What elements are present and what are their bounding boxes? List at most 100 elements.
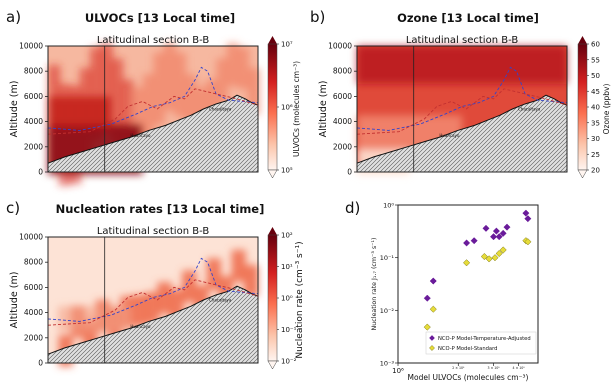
legend-label: NCO-P Model-Standard: [438, 346, 497, 352]
section-label: Latitudinal section B-B: [406, 35, 519, 46]
y-tick-label: 10⁻³: [380, 360, 395, 368]
y-axis-label: Nucleation rate J₁.₇ (cm⁻³ s⁻¹): [371, 238, 378, 331]
colorbar-tick-label: 45: [591, 88, 600, 96]
field-patch: [226, 43, 239, 87]
y-tick-label: 8000: [333, 67, 352, 76]
field-patch: [206, 258, 222, 290]
field-patch: [163, 42, 176, 111]
y-tick-label: 10000: [19, 42, 43, 51]
scatter-point: [495, 249, 503, 258]
colorbar-label: Nucleation rate (cm⁻³ s⁻¹): [295, 241, 305, 358]
terrain-label: Huancayo: [439, 133, 460, 138]
y-tick-label: 4000: [24, 308, 43, 317]
plot-frame: [47, 236, 259, 364]
scatter-point: [524, 238, 532, 246]
field-structure: [58, 249, 259, 367]
y-tick-label: 10000: [19, 233, 43, 242]
scatter-point: [524, 215, 532, 223]
series-0: [423, 209, 532, 302]
section-label: Latitudinal section B-B: [97, 226, 210, 237]
y-tick-label: 6000: [24, 92, 43, 101]
colorbar-tick-label: 10⁶: [281, 104, 293, 112]
colorbar-tick-label: 10⁷: [281, 41, 293, 49]
colorbar-label: ULVOCs (molecules cm⁻³): [292, 61, 301, 157]
panel-letter: d): [345, 199, 360, 217]
colorbar-tick-label: 30: [591, 135, 600, 143]
colorbar-bottom-arrow: [577, 169, 588, 179]
terrain: [47, 94, 259, 173]
plot-frame: [47, 45, 259, 173]
colorbar: [267, 234, 278, 362]
panel-letter: b): [310, 8, 325, 26]
field-patch: [153, 52, 166, 125]
y-tick-label: 2000: [24, 142, 43, 151]
plot-frame: [356, 45, 568, 173]
colorbar-tick-label: 10⁻¹: [281, 326, 297, 334]
y-tick-label: 10⁰: [383, 202, 394, 210]
terrain-label: Chacaltaya: [209, 298, 232, 303]
colorbar-tick-label: 35: [591, 119, 600, 127]
terrain: [356, 94, 568, 173]
red-trajectory: [47, 279, 259, 326]
field-patch: [132, 294, 147, 327]
scatter-point: [482, 224, 490, 232]
y-tick-label: 8000: [24, 258, 43, 267]
panel-title: Ozone [13 Local time]: [397, 11, 539, 25]
scatter-point: [499, 229, 507, 237]
field-patch: [58, 306, 132, 332]
scatter-point: [490, 233, 498, 241]
scatter-point: [463, 239, 471, 247]
colorbar-top-arrow: [578, 36, 587, 44]
scatter-point: [429, 305, 437, 313]
red-trajectory: [47, 88, 259, 135]
colorbar-tick-label: 25: [591, 151, 600, 159]
y-tick-label: 0: [38, 359, 43, 368]
x-tick-label: 2 × 10⁶: [452, 366, 465, 370]
terrain-label: Chacaltaya: [209, 107, 232, 112]
scatter-point: [499, 246, 507, 254]
scatter-point: [429, 277, 437, 285]
scatter-point: [480, 252, 488, 261]
y-tick-label: 8000: [24, 67, 43, 76]
blue-trajectory: [356, 66, 568, 131]
colorbar-top-arrow: [268, 227, 277, 235]
x-axis-label: Model ULVOCs (molecules cm⁻³): [408, 373, 529, 382]
y-axis-label: Altitude (m): [318, 81, 329, 138]
panel-b: b) Ozone [13 Local time] Latitudinal secti…: [310, 8, 611, 179]
y-tick-label: 4000: [24, 117, 43, 126]
y-tick-label: 10⁻²: [380, 307, 395, 315]
scatter-point: [470, 237, 478, 245]
colorbar-label: Ozone (ppbv): [602, 84, 611, 135]
colorbar: [577, 43, 588, 171]
y-tick-label: 6000: [24, 283, 43, 292]
y-tick-label: 0: [38, 168, 43, 177]
legend-marker: [429, 345, 435, 351]
colorbar-bottom-arrow: [267, 360, 278, 370]
field-patch: [48, 96, 111, 128]
terrain-label: Huancayo: [130, 133, 151, 138]
y-tick-label: 6000: [333, 92, 352, 101]
legend-label: NCO-P Model-Temperature-Adjusted: [438, 336, 531, 342]
colorbar-tick-label: 10⁻²: [281, 358, 297, 366]
blue-trajectory: [47, 257, 259, 322]
field-patch: [231, 249, 246, 282]
scatter-point: [485, 255, 493, 263]
section-label: Latitudinal section B-B: [97, 35, 210, 46]
y-tick-label: 2000: [333, 142, 352, 151]
scatter-point: [423, 294, 431, 302]
panel-letter: a): [6, 8, 21, 26]
colorbar-tick-label: 40: [591, 104, 600, 112]
field-patch: [182, 270, 197, 302]
scatter-point: [495, 233, 503, 241]
colorbar: [267, 43, 278, 171]
colorbar-tick-label: 60: [591, 41, 600, 49]
colorbar-tick-label: 10⁵: [281, 167, 293, 175]
panel-c: c) Nucleation rates [13 Local time] Latitu…: [6, 199, 305, 370]
colorbar-top-arrow: [268, 36, 277, 44]
y-tick-label: 4000: [333, 117, 352, 126]
y-tick-label: 10⁻¹: [380, 254, 395, 262]
blue-trajectory: [47, 66, 259, 131]
x-tick-label: 4 × 10⁶: [513, 366, 526, 370]
panel-letter: c): [6, 199, 20, 217]
